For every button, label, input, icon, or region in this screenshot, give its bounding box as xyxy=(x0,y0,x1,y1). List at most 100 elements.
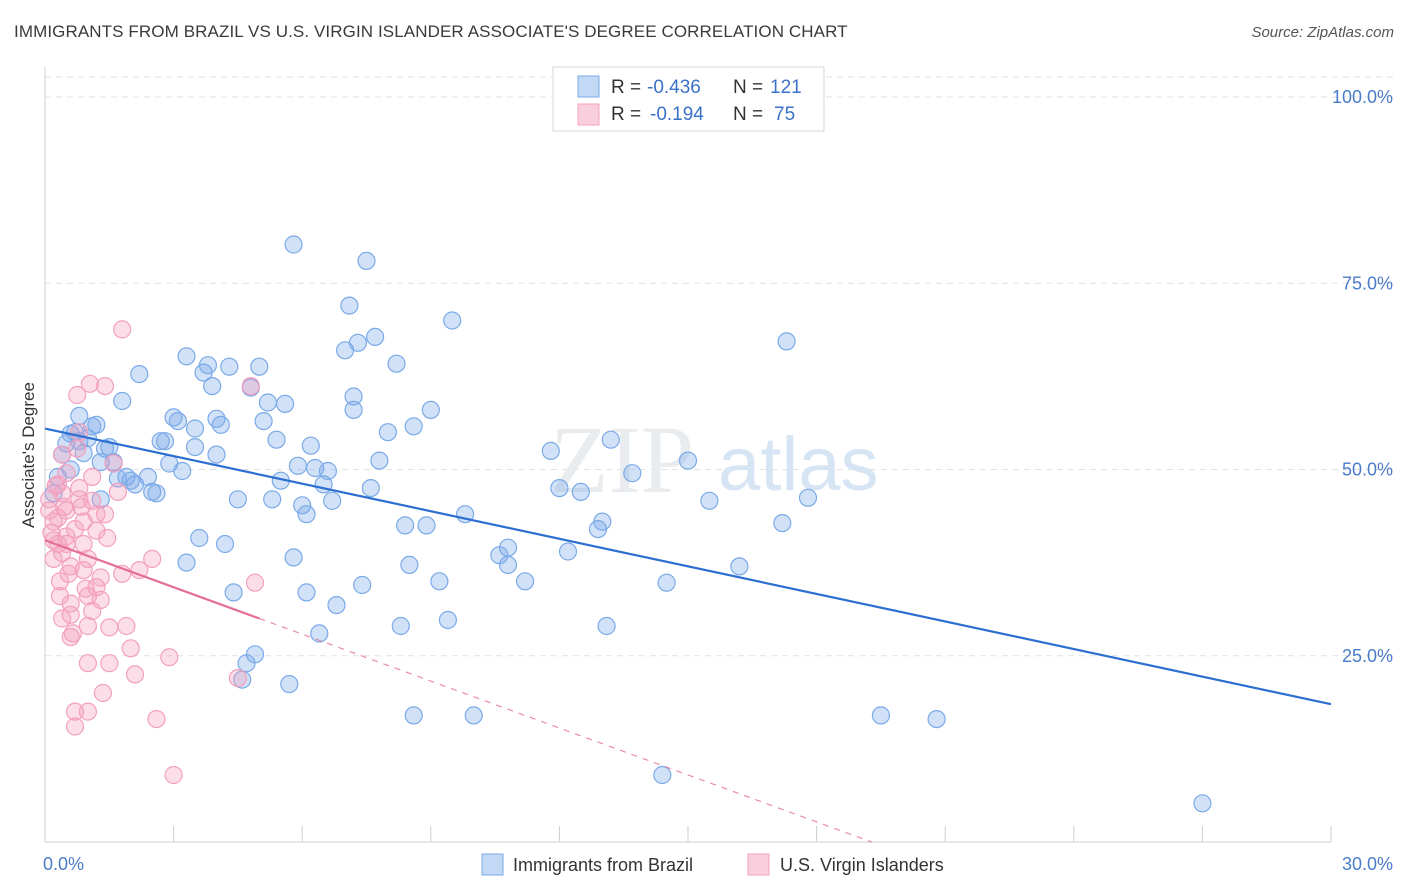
point-brazil xyxy=(177,347,196,366)
point-brazil xyxy=(198,356,217,375)
stats-legend: R = -0.436 N = 121 R = -0.194 N = 75 xyxy=(552,66,825,132)
point-virgin-islanders xyxy=(147,709,166,729)
point-brazil xyxy=(130,365,149,384)
point-brazil xyxy=(293,496,312,515)
point-brazil xyxy=(310,624,329,643)
point-virgin-islanders xyxy=(68,385,87,405)
point-brazil xyxy=(421,400,440,419)
point-brazil xyxy=(798,488,818,507)
point-virgin-islanders xyxy=(72,497,91,516)
point-virgin-islanders xyxy=(70,490,89,509)
chart-title: IMMIGRANTS FROM BRAZIL VS U.S. VIRGIN IS… xyxy=(14,22,848,41)
point-brazil xyxy=(400,555,419,575)
point-brazil xyxy=(361,479,380,498)
legend-swatch-brazil xyxy=(481,853,504,876)
point-brazil xyxy=(297,505,316,524)
x-tick-label: 0.0% xyxy=(43,854,84,874)
point-brazil xyxy=(113,391,132,411)
stats-n-value-1: 121 xyxy=(770,77,802,98)
y-tick-label: 50.0% xyxy=(1342,460,1393,480)
point-brazil xyxy=(151,432,170,451)
point-brazil xyxy=(147,484,166,503)
source-credit: Source: ZipAtlas.com xyxy=(1251,24,1394,41)
point-virgin-islanders xyxy=(42,523,61,542)
stats-r-label-1: R = xyxy=(611,77,641,98)
point-brazil xyxy=(245,645,265,664)
point-virgin-islanders xyxy=(87,521,106,540)
point-brazil xyxy=(871,706,891,725)
point-brazil xyxy=(927,709,946,729)
point-brazil xyxy=(593,512,612,531)
point-brazil xyxy=(357,251,376,270)
point-brazil xyxy=(773,513,792,533)
point-virgin-islanders xyxy=(57,501,76,520)
point-brazil xyxy=(177,553,196,572)
point-brazil xyxy=(185,438,205,457)
point-brazil xyxy=(125,475,145,494)
tick-labels: 25.0% 50.0% 75.0% 100.0% 0.0% 30.0% xyxy=(43,87,1393,874)
y-tick-label: 25.0% xyxy=(1342,646,1393,666)
point-brazil xyxy=(378,423,397,442)
stats-n-label-2: N = xyxy=(733,104,763,125)
point-brazil xyxy=(211,415,230,434)
point-virgin-islanders xyxy=(52,445,72,464)
legend-label-brazil: Immigrants from Brazil xyxy=(513,855,693,875)
stats-r-value-1: -0.436 xyxy=(647,77,701,98)
legend-swatch-virgin-islanders xyxy=(747,853,770,876)
y-tick-label: 75.0% xyxy=(1342,273,1393,293)
point-brazil xyxy=(678,451,698,470)
point-brazil xyxy=(173,461,192,481)
point-brazil xyxy=(340,296,359,315)
stats-n-value-2: 75 xyxy=(774,104,795,125)
point-virgin-islanders xyxy=(74,534,93,554)
point-brazil xyxy=(318,461,337,481)
point-brazil xyxy=(700,491,719,510)
point-virgin-islanders xyxy=(108,482,128,501)
stats-r-value-2: -0.194 xyxy=(650,104,704,125)
y-axis-title: Associate's Degree xyxy=(19,382,38,528)
point-brazil xyxy=(623,464,642,483)
point-virgin-islanders xyxy=(121,639,140,658)
point-brazil xyxy=(258,393,277,412)
point-virgin-islanders xyxy=(74,560,93,580)
point-brazil xyxy=(353,575,372,595)
point-brazil xyxy=(220,357,239,376)
point-brazil xyxy=(155,432,175,451)
point-brazil xyxy=(190,528,209,548)
point-brazil xyxy=(430,572,449,591)
x-tick-label: 30.0% xyxy=(1342,854,1393,874)
point-virgin-islanders xyxy=(93,683,113,703)
legend-label-virgin-islanders: U.S. Virgin Islanders xyxy=(780,855,944,875)
point-brazil xyxy=(571,482,590,501)
point-brazil xyxy=(404,417,423,436)
series-brazil-points xyxy=(44,235,1212,813)
point-virgin-islanders xyxy=(83,467,102,486)
point-virgin-islanders xyxy=(245,573,265,592)
point-brazil xyxy=(203,377,222,396)
watermark: ZIP atlas xyxy=(550,406,879,513)
point-virgin-islanders xyxy=(95,505,115,524)
point-brazil xyxy=(515,572,535,591)
point-brazil xyxy=(254,412,273,431)
point-brazil xyxy=(185,419,205,438)
point-virgin-islanders xyxy=(50,586,70,606)
point-brazil xyxy=(207,445,226,464)
point-brazil xyxy=(297,583,316,602)
point-virgin-islanders xyxy=(104,454,123,473)
point-brazil xyxy=(438,610,457,630)
stats-n-label-1: N = xyxy=(733,77,763,98)
point-brazil xyxy=(730,557,749,576)
point-brazil xyxy=(323,491,342,510)
point-brazil xyxy=(91,453,110,472)
point-brazil xyxy=(404,706,423,725)
point-brazil xyxy=(327,595,346,615)
stats-r-label-2: R = xyxy=(611,104,641,125)
point-virgin-islanders xyxy=(65,717,85,736)
point-brazil xyxy=(417,516,436,535)
point-brazil xyxy=(653,765,672,785)
point-brazil xyxy=(443,311,462,330)
point-virgin-islanders xyxy=(164,765,183,785)
trend-line-virgin-islanders-extension xyxy=(259,617,872,843)
point-brazil xyxy=(396,516,415,535)
point-virgin-islanders xyxy=(65,519,85,539)
